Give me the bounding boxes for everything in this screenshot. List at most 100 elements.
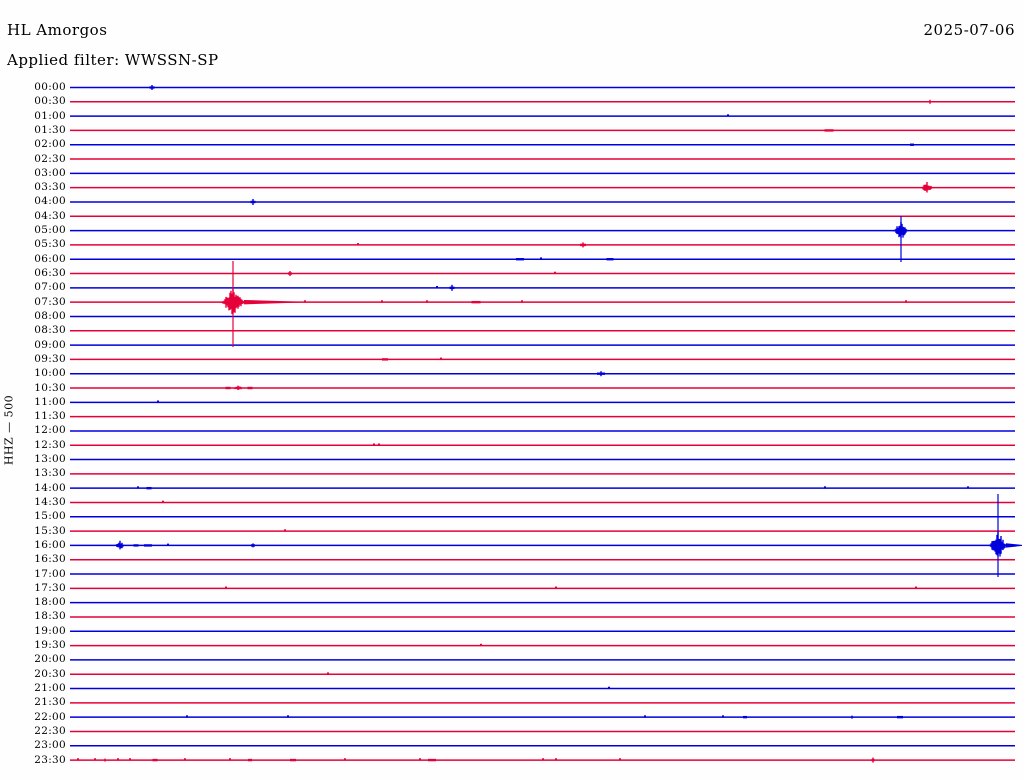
event-dot — [186, 715, 188, 718]
time-label-16:00: 16:00 — [34, 538, 66, 551]
event-dot — [378, 443, 380, 446]
event-dash — [516, 258, 524, 261]
time-label-08:00: 08:00 — [34, 309, 66, 322]
event-dash — [225, 386, 231, 390]
event-dot — [304, 300, 306, 303]
time-label-00:30: 00:30 — [34, 95, 66, 108]
event-burst — [893, 222, 909, 238]
event-dash — [146, 486, 152, 490]
time-label-04:30: 04:30 — [34, 209, 66, 222]
time-label-05:00: 05:00 — [34, 224, 66, 237]
time-label-19:00: 19:00 — [34, 624, 66, 637]
event-dot — [419, 758, 421, 761]
event-dot — [162, 500, 164, 503]
time-label-22:30: 22:30 — [34, 724, 66, 737]
event-dot — [344, 758, 346, 761]
time-label-09:00: 09:00 — [34, 338, 66, 351]
event-dot — [373, 443, 375, 446]
time-label-10:30: 10:30 — [34, 381, 66, 394]
time-label-22:00: 22:00 — [34, 710, 66, 723]
time-label-17:30: 17:30 — [34, 581, 66, 594]
event-blip-bar — [251, 544, 255, 547]
event-dash — [247, 386, 253, 390]
event-dash — [133, 544, 139, 547]
event-dot — [905, 300, 907, 303]
event-burst — [115, 540, 125, 550]
event-dash — [471, 300, 481, 304]
event-dash — [152, 758, 158, 762]
event-blip-bar — [250, 200, 256, 204]
time-label-07:30: 07:30 — [34, 295, 66, 308]
time-label-11:00: 11:00 — [34, 395, 66, 408]
event-dash — [144, 544, 152, 547]
station-title: HL Amorgos — [7, 21, 108, 39]
time-label-20:00: 20:00 — [34, 653, 66, 666]
time-label-07:00: 07:00 — [34, 281, 66, 294]
event-dot — [184, 758, 186, 761]
event-burst — [921, 182, 933, 193]
time-label-02:00: 02:00 — [34, 138, 66, 151]
applied-filter-label: Applied filter: WWSSN-SP — [7, 51, 219, 69]
event-blip-bar — [871, 758, 875, 762]
event-blip-bar — [449, 286, 455, 290]
event-burst — [232, 385, 244, 390]
event-tick — [929, 99, 931, 104]
event-burst-tail — [244, 299, 299, 305]
event-dash — [428, 758, 436, 762]
event-burst-tail — [1006, 543, 1022, 548]
event-dot — [542, 758, 544, 761]
time-label-11:30: 11:30 — [34, 410, 66, 423]
event-dot — [287, 715, 289, 718]
event-dot — [225, 586, 227, 589]
event-dot — [94, 758, 96, 761]
time-label-03:30: 03:30 — [34, 181, 66, 194]
time-label-18:30: 18:30 — [34, 610, 66, 623]
event-dot — [619, 758, 621, 761]
event-dot — [727, 114, 729, 117]
time-label-06:00: 06:00 — [34, 252, 66, 265]
event-dot — [967, 486, 969, 489]
time-label-04:00: 04:00 — [34, 195, 66, 208]
time-label-16:30: 16:30 — [34, 553, 66, 566]
event-dot — [480, 643, 482, 646]
event-dot — [426, 300, 428, 303]
event-dot — [915, 586, 917, 589]
event-dot — [167, 543, 169, 546]
time-label-20:30: 20:30 — [34, 667, 66, 680]
event-dot — [229, 758, 231, 761]
time-label-21:00: 21:00 — [34, 682, 66, 695]
time-label-09:30: 09:30 — [34, 352, 66, 365]
time-label-14:30: 14:30 — [34, 495, 66, 508]
event-dot — [521, 300, 523, 303]
event-blip-bar — [288, 272, 292, 275]
date-label: 2025-07-06 — [923, 21, 1015, 39]
time-label-23:30: 23:30 — [34, 753, 66, 766]
event-dash — [824, 129, 834, 132]
event-dash — [743, 715, 747, 719]
event-dot — [440, 357, 442, 360]
time-label-03:00: 03:00 — [34, 166, 66, 179]
time-label-12:00: 12:00 — [34, 424, 66, 437]
event-tick — [104, 758, 106, 762]
time-label-13:30: 13:30 — [34, 467, 66, 480]
time-label-14:00: 14:00 — [34, 481, 66, 494]
event-dot — [77, 758, 79, 761]
event-dot — [284, 529, 286, 532]
event-dot — [540, 257, 542, 260]
time-label-08:30: 08:30 — [34, 324, 66, 337]
event-dot — [381, 300, 383, 303]
time-label-10:00: 10:00 — [34, 367, 66, 380]
event-dash — [382, 358, 388, 361]
event-dot — [608, 686, 610, 689]
event-dot — [554, 271, 556, 274]
event-dot — [117, 758, 119, 761]
event-burst — [989, 532, 1007, 557]
time-label-19:30: 19:30 — [34, 639, 66, 652]
event-dash — [290, 758, 296, 762]
event-burst — [221, 288, 245, 315]
time-label-05:30: 05:30 — [34, 238, 66, 251]
event-blip-bar — [580, 243, 586, 247]
time-label-02:30: 02:30 — [34, 152, 66, 165]
